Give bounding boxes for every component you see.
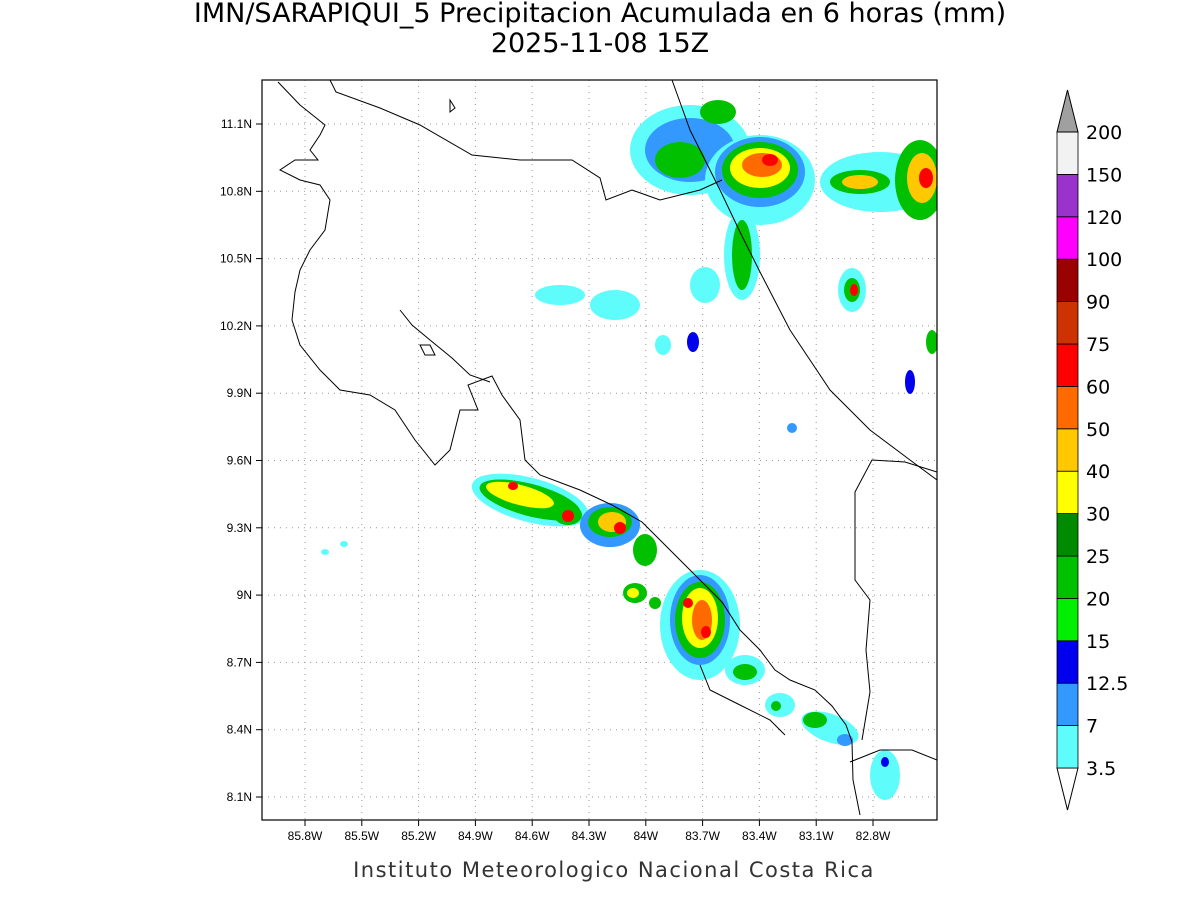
lon-tick-label: 84.6W — [515, 829, 550, 843]
colorbar-box — [1056, 682, 1079, 727]
lat-tick-label: 9.6N — [227, 454, 252, 468]
lat-tick-label: 10.2N — [220, 319, 252, 333]
colorbar-over — [1056, 89, 1079, 133]
lon-tick-label: 85.8W — [288, 829, 323, 843]
colorbar-label: 20 — [1086, 588, 1110, 610]
lat-tick-label: 11.1N — [221, 117, 252, 131]
colorbar-under — [1056, 767, 1079, 811]
lat-tick-label: 8.7N — [227, 655, 252, 669]
colorbar-box — [1056, 725, 1079, 769]
lon-tick-label: 84.3W — [572, 829, 607, 843]
lon-tick-label: 83.4W — [742, 829, 777, 843]
colorbar-box — [1056, 513, 1079, 557]
coastlines — [277, 80, 937, 816]
colorbar-label: 30 — [1086, 504, 1110, 526]
precipitation — [321, 100, 937, 800]
colorbar-label: 25 — [1086, 546, 1110, 568]
colorbar-label: 7 — [1086, 716, 1098, 738]
lat-tick-label: 8.4N — [227, 723, 252, 737]
colorbar-label: 12.5 — [1086, 673, 1128, 695]
colorbar-box — [1056, 173, 1079, 218]
colorbar-label: 150 — [1086, 164, 1122, 186]
colorbar-label: 15 — [1086, 631, 1110, 653]
lon-tick-label: 85.5W — [344, 829, 379, 843]
colorbar-box — [1056, 385, 1079, 430]
footer: Instituto Meteorologico Nacional Costa R… — [353, 858, 875, 882]
lon-tick-label: 84W — [633, 829, 658, 843]
lon-tick-label: 83.1W — [799, 829, 834, 843]
colorbar-label: 75 — [1086, 334, 1110, 356]
lat-tick-label: 9N — [237, 588, 252, 602]
map-frame — [261, 79, 938, 821]
colorbar-label: 200 — [1086, 122, 1122, 144]
lat-tick-label: 10.8N — [220, 184, 252, 198]
lat-tick-label: 10.5N — [220, 252, 252, 266]
colorbar-box — [1056, 131, 1079, 175]
lat-tick-label: 8.1N — [227, 790, 252, 804]
lon-tick-label: 85.2W — [401, 829, 436, 843]
colorbar-label: 100 — [1086, 249, 1122, 271]
title: IMN/SARAPIQUI_5 Precipitacion Acumulada … — [194, 0, 1006, 29]
colorbar-box — [1056, 598, 1079, 642]
lon-tick-label: 83.7W — [685, 829, 720, 843]
colorbar-box — [1056, 301, 1079, 345]
colorbar-box — [1056, 640, 1079, 684]
colorbar-box — [1056, 555, 1079, 599]
lon-tick-label: 84.9W — [458, 829, 493, 843]
lon-tick-label: 82.8W — [856, 829, 891, 843]
colorbar-box — [1056, 216, 1079, 260]
colorbar-box — [1056, 428, 1079, 472]
colorbar-box — [1056, 470, 1079, 515]
colorbar-label: 3.5 — [1086, 758, 1116, 780]
subtitle: 2025-11-08 15Z — [491, 28, 709, 59]
colorbar-label: 90 — [1086, 292, 1110, 314]
lat-tick-label: 9.9N — [227, 386, 252, 400]
colorbar-box — [1056, 258, 1079, 303]
colorbar: 3.5 7 12.5 15 20 25 30 40 50 60 75 90 100 120 150 200 — [1056, 89, 1128, 811]
colorbar-label: 120 — [1086, 207, 1122, 229]
colorbar-label: 40 — [1086, 461, 1110, 483]
colorbar-label: 50 — [1086, 419, 1110, 441]
colorbar-label: 60 — [1086, 376, 1110, 398]
lat-tick-label: 9.3N — [227, 521, 252, 535]
colorbar-box — [1056, 343, 1079, 387]
